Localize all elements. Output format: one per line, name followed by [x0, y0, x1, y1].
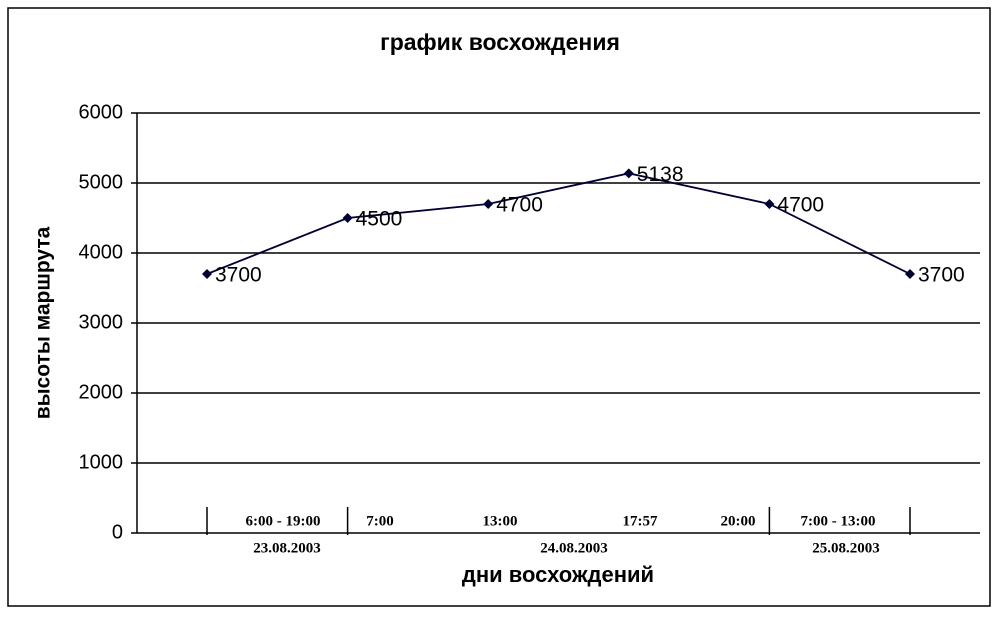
marker: [342, 213, 353, 223]
y-tick-label: 2000: [79, 381, 124, 403]
data-label: 3700: [215, 264, 262, 287]
marker: [483, 199, 494, 209]
x-tick-label: 13:00: [483, 513, 518, 529]
date-group-label: 25.08.2003: [812, 540, 880, 556]
data-label: 4500: [356, 208, 403, 231]
marker: [905, 269, 915, 279]
x-tick-label: 7:00: [366, 513, 394, 529]
marker: [764, 199, 775, 209]
y-tick-label: 5000: [79, 171, 124, 193]
line: [206, 172, 911, 275]
chart-title: график восхождения: [380, 29, 620, 55]
data-label: 5138: [637, 163, 684, 186]
data-label: 4700: [777, 194, 824, 217]
y-tick-label: 4000: [79, 241, 124, 263]
x-tick-label: 6:00 - 19:00: [246, 513, 321, 529]
data-label: 4700: [496, 194, 543, 217]
x-axis-label: дни восхождений: [462, 562, 654, 587]
y-tick-label: 1000: [79, 451, 124, 473]
x-tick-label: 17:57: [623, 513, 658, 529]
x-tick-label: 7:00 - 13:00: [801, 513, 876, 529]
y-tick-label: 3000: [79, 311, 124, 333]
x-tick-label: 20:00: [721, 513, 756, 529]
y-axis-label: высоты маршрута: [32, 226, 55, 419]
y-tick-label: 6000: [79, 101, 124, 123]
date-group-label: 23.08.2003: [253, 540, 321, 556]
marker: [623, 168, 634, 179]
y-tick-label: 0: [112, 521, 123, 543]
date-group-label: 24.08.2003: [540, 540, 608, 556]
marker: [202, 269, 212, 279]
data-label: 3700: [918, 264, 965, 287]
chart-border: [7, 7, 991, 607]
